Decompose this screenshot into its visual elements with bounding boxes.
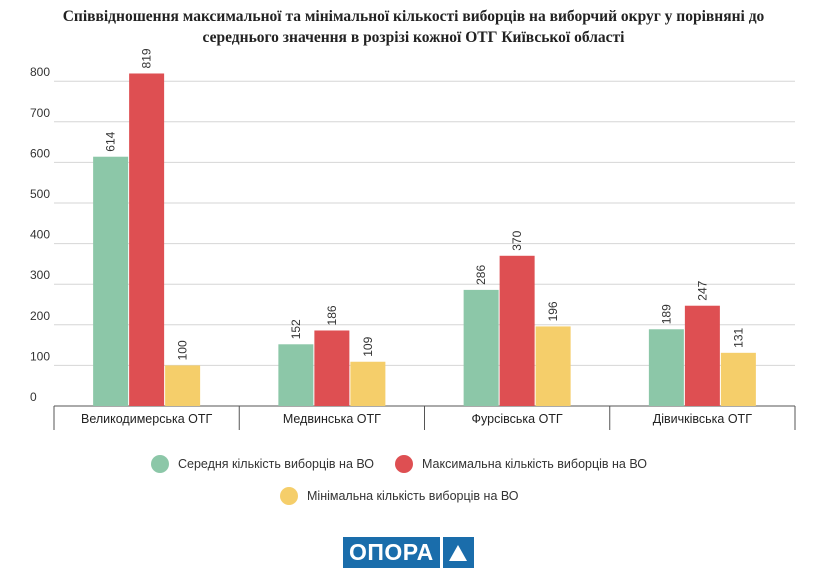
y-tick-label: 800 [30, 65, 50, 79]
legend-label-minimum: Мінімальна кількість виборців на ВО [307, 489, 519, 503]
legend-item-average: Середня кількість виборців на ВО [151, 455, 374, 473]
legend-label-average: Середня кількість виборців на ВО [178, 457, 375, 471]
bar-maximum [129, 73, 165, 407]
bar-average [93, 156, 129, 406]
bar-minimum [350, 361, 386, 406]
bar-average [648, 329, 684, 406]
bar-maximum [314, 330, 350, 406]
legend-swatch-maximum [395, 455, 413, 473]
chart-title-line-2: середнього значення в розрізі кожної ОТГ… [202, 29, 625, 46]
bar-maximum [684, 305, 720, 406]
y-tick-label: 100 [30, 349, 50, 363]
data-label-maximum: 819 [140, 48, 154, 68]
bar-average [463, 289, 499, 406]
x-category-label: Дівичківська ОТГ [653, 412, 752, 426]
bar-minimum [165, 365, 201, 406]
legend-swatch-minimum [280, 487, 298, 505]
opora-logo-text: ОПОРА [343, 537, 440, 568]
x-category-label: Фурсівська ОТГ [472, 412, 563, 426]
bar-maximum [499, 255, 535, 406]
y-tick-label: 500 [30, 187, 50, 201]
data-label-average: 189 [659, 304, 673, 324]
y-tick-label: 600 [30, 146, 50, 160]
legend-item-minimum: Мінімальна кількість виборців на ВО [280, 487, 519, 505]
y-tick-label: 300 [30, 268, 50, 282]
data-label-maximum: 186 [325, 305, 339, 325]
data-label-minimum: 131 [731, 327, 745, 347]
data-label-average: 614 [104, 131, 118, 151]
data-label-maximum: 247 [695, 280, 709, 300]
bar-chart: 0 100 200 300 400 500 600 700 800 614 819 100 Велико… [30, 48, 796, 430]
legend-label-maximum: Максимальна кількість виборців на ВО [422, 457, 647, 471]
data-label-maximum: 370 [510, 230, 524, 250]
bar-minimum [535, 326, 571, 406]
data-label-minimum: 196 [546, 301, 560, 321]
triangle-icon [442, 537, 474, 568]
bar-minimum [720, 352, 756, 406]
data-label-minimum: 100 [176, 340, 190, 360]
y-tick-label: 0 [30, 390, 37, 404]
x-category-label: Медвинська ОТГ [283, 412, 381, 426]
y-tick-label: 200 [30, 309, 50, 323]
data-label-minimum: 109 [361, 336, 375, 356]
y-tick-label: 700 [30, 106, 50, 120]
x-category-label: Великодимерська ОТГ [81, 412, 212, 426]
chart-title-line-1: Співвідношення максимальної та мінімальн… [62, 8, 765, 25]
opora-logo: ОПОРА [343, 537, 474, 568]
data-label-average: 286 [474, 265, 488, 285]
legend-item-maximum: Максимальна кількість виборців на ВО [395, 455, 647, 473]
legend-swatch-average [151, 455, 169, 473]
data-label-average: 152 [289, 319, 303, 339]
chart-title: Співвідношення максимальної та мінімальн… [0, 6, 827, 48]
y-tick-label: 400 [30, 228, 50, 242]
bar-average [278, 344, 314, 406]
